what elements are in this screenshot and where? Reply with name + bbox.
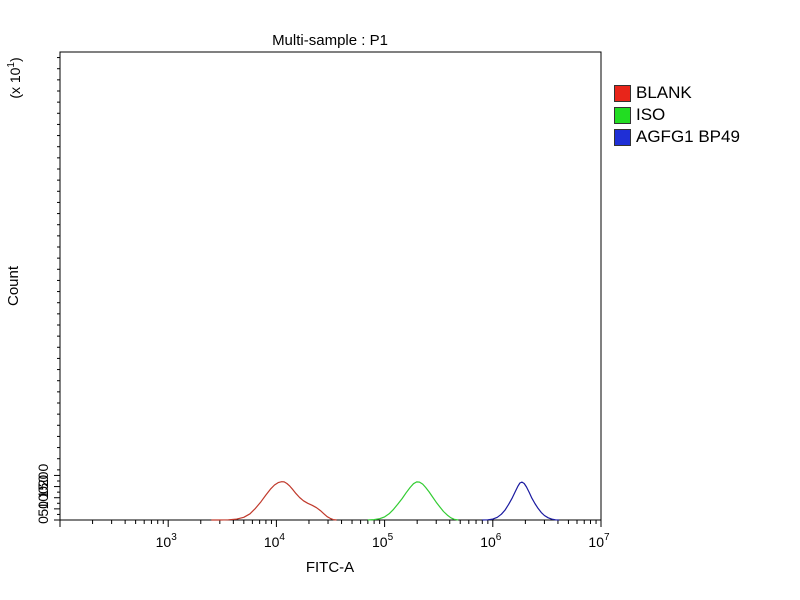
legend-label-iso: ISO	[636, 105, 666, 124]
series-line-iso	[367, 481, 459, 521]
y-axis-label: Count	[5, 265, 22, 306]
legend-swatch-blank	[614, 84, 631, 102]
series-layer	[211, 481, 560, 521]
y-tick-label: 100	[35, 486, 51, 510]
x-tick-label: 104	[264, 532, 286, 550]
series-line-agfg1-bp49	[482, 481, 560, 521]
y-tick-label: 150	[35, 475, 51, 499]
x-axis-label: FITC-A	[306, 559, 354, 576]
x-tick-label: 106	[480, 532, 502, 550]
x-tick-label: 103	[156, 532, 178, 550]
x-tick-label: 107	[588, 532, 610, 550]
legend-swatch-iso	[614, 106, 631, 124]
y-tick-label: 0	[35, 516, 51, 524]
x-axis: 103 104 105 106 107	[59, 520, 610, 550]
x-tick-label: 105	[372, 532, 394, 550]
chart-title: Multi-sample : P1	[272, 32, 388, 49]
series-line-blank	[211, 481, 337, 521]
legend-swatch-agfg1	[614, 128, 631, 146]
y-tick-label: 50	[35, 501, 51, 517]
y-axis-multiplier: (x 101)	[6, 57, 23, 98]
legend-label-agfg1: AGFG1 BP49	[636, 127, 740, 146]
legend-item-agfg1: AGFG1 BP49	[614, 126, 740, 148]
plot-area-frame	[59, 51, 602, 521]
legend: BLANK ISO AGFG1 BP49	[614, 82, 740, 148]
legend-label-blank: BLANK	[636, 83, 692, 102]
legend-item-blank: BLANK	[614, 82, 740, 104]
legend-item-iso: ISO	[614, 104, 740, 126]
y-tick-label: 200	[35, 464, 51, 488]
